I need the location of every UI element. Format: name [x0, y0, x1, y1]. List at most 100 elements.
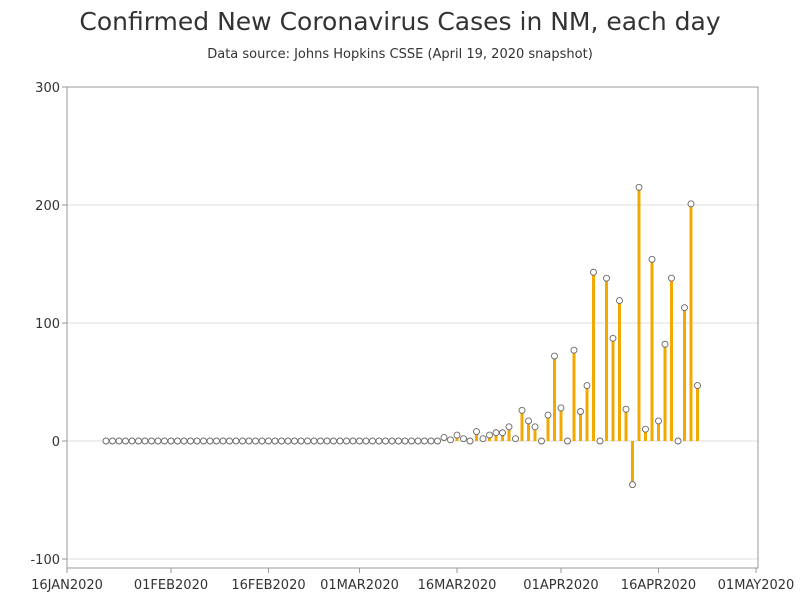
data-point: [531, 423, 539, 431]
data-point: [551, 352, 558, 360]
y-tick-label: 0: [52, 435, 60, 450]
data-point: [408, 437, 415, 445]
data-point: [414, 437, 422, 445]
data-point: [583, 382, 591, 389]
data-point: [304, 437, 311, 445]
data-point: [596, 437, 604, 445]
data-point: [648, 255, 656, 263]
data-point: [122, 437, 129, 445]
data-point: [310, 437, 318, 445]
marker-series: [102, 183, 701, 489]
data-point: [135, 437, 142, 445]
data-point: [505, 423, 513, 431]
data-point: [291, 437, 298, 445]
data-point: [317, 437, 324, 445]
data-point: [271, 437, 279, 445]
data-point: [681, 304, 688, 312]
data-point: [141, 437, 149, 445]
data-point: [362, 437, 370, 445]
x-tick-label: 01MAR2020: [320, 578, 399, 593]
data-point: [577, 408, 584, 415]
data-point: [434, 437, 441, 445]
data-point: [161, 437, 168, 445]
x-tick-label: 01MAY2020: [718, 578, 795, 593]
x-tick-label: 16JAN2020: [31, 578, 103, 593]
data-point: [622, 405, 630, 413]
data-point: [375, 437, 383, 445]
data-point: [603, 274, 610, 282]
data-point: [232, 437, 240, 445]
y-tick-label: -100: [30, 553, 60, 568]
data-point: [401, 437, 409, 445]
chart-subtitle: Data source: Johns Hopkins CSSE (April 1…: [207, 47, 593, 62]
data-point: [382, 437, 389, 445]
data-point: [492, 429, 500, 437]
data-point: [635, 183, 643, 191]
data-point: [115, 437, 123, 445]
data-point: [193, 437, 201, 445]
data-point: [466, 437, 474, 445]
data-point: [590, 268, 597, 276]
x-tick-label: 16FEB2020: [231, 578, 305, 593]
data-point: [538, 437, 545, 445]
data-point: [674, 437, 682, 445]
data-point: [336, 437, 344, 445]
data-point: [330, 437, 337, 445]
data-point: [349, 437, 357, 445]
data-point: [356, 437, 363, 445]
data-point: [102, 437, 110, 445]
data-point: [395, 437, 402, 445]
data-point: [453, 431, 461, 439]
data-point: [213, 437, 220, 445]
data-point: [570, 346, 578, 354]
data-point: [323, 437, 331, 445]
y-axis: -100 0 100 200 300: [30, 81, 67, 568]
data-point: [421, 437, 428, 445]
data-point: [616, 297, 623, 305]
data-point: [440, 434, 448, 441]
data-point: [252, 437, 259, 445]
data-point: [128, 437, 136, 445]
data-point: [278, 437, 285, 445]
data-point: [219, 437, 227, 445]
data-point: [388, 437, 396, 445]
data-point: [245, 437, 253, 445]
data-point: [518, 406, 526, 414]
data-point: [180, 437, 188, 445]
data-point: [167, 437, 175, 445]
x-tick-label: 01FEB2020: [134, 578, 208, 593]
data-point: [655, 417, 662, 425]
data-point: [239, 437, 246, 445]
data-point: [609, 334, 617, 342]
data-point: [447, 436, 454, 444]
data-point: [694, 382, 701, 389]
data-point: [642, 425, 649, 433]
data-point: [187, 437, 194, 445]
data-point: [564, 437, 571, 445]
data-point: [174, 437, 181, 445]
data-point: [668, 274, 675, 282]
data-point: [525, 417, 532, 425]
data-point: [486, 431, 493, 439]
data-point: [369, 437, 376, 445]
data-point: [265, 437, 272, 445]
data-point: [343, 437, 350, 445]
data-point: [460, 435, 467, 443]
data-point: [200, 437, 207, 445]
chart-title: Confirmed New Coronavirus Cases in NM, e…: [79, 7, 721, 36]
data-point: [687, 200, 695, 208]
data-point: [154, 437, 162, 445]
data-point: [226, 437, 233, 445]
data-point: [258, 437, 266, 445]
data-point: [206, 437, 214, 445]
data-point: [499, 429, 506, 437]
data-point: [109, 437, 116, 445]
x-tick-label: 16MAR2020: [418, 578, 497, 593]
x-tick-label: 01APR2020: [523, 578, 598, 593]
y-tick-label: 300: [35, 81, 60, 96]
data-point: [629, 481, 636, 489]
data-point: [148, 437, 155, 445]
y-tick-label: 100: [35, 317, 60, 332]
data-point: [427, 437, 435, 445]
